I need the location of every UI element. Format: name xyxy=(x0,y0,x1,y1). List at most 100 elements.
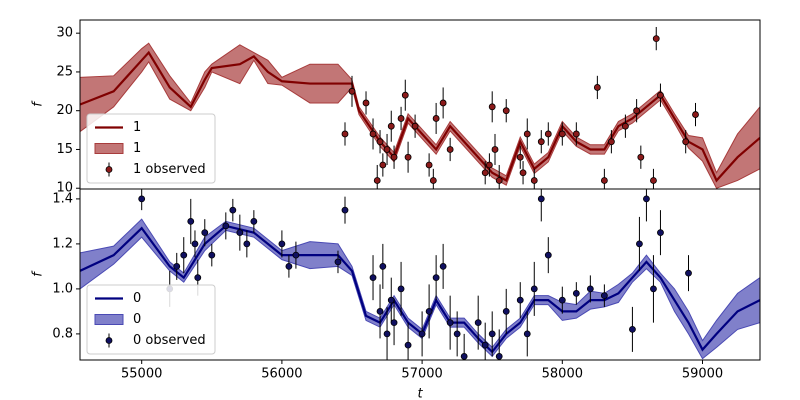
observed-point xyxy=(432,274,440,282)
observed-point xyxy=(404,341,412,349)
observed-point xyxy=(348,87,356,95)
x-axis-label: t xyxy=(417,387,423,400)
legend-box xyxy=(86,113,216,184)
observed-point xyxy=(537,195,545,203)
x-tick-label: 55000 xyxy=(121,367,162,382)
observed-point xyxy=(383,330,391,338)
observed-point xyxy=(191,240,199,248)
observed-point xyxy=(657,91,664,99)
observed-point xyxy=(530,177,538,184)
observed-point xyxy=(397,285,405,293)
observed-point xyxy=(523,130,531,138)
observed-point xyxy=(390,319,398,327)
observed-point xyxy=(418,330,426,338)
observed-point xyxy=(439,262,447,270)
observed-point xyxy=(180,251,188,259)
observed-point xyxy=(208,251,216,259)
x-tick-label: 59000 xyxy=(682,367,723,382)
observed-point xyxy=(236,229,244,237)
legend: 0 0 0 observed xyxy=(86,284,216,355)
observed-point xyxy=(636,240,643,248)
observed-point xyxy=(138,195,146,203)
observed-point xyxy=(278,240,286,248)
observed-point xyxy=(650,177,657,184)
observed-point xyxy=(411,122,419,130)
observed-point xyxy=(383,146,391,153)
observed-point xyxy=(607,138,615,146)
observed-point xyxy=(495,352,503,360)
observed-point xyxy=(387,122,395,130)
observed-point xyxy=(369,130,377,138)
observed-point xyxy=(334,258,342,266)
observed-point xyxy=(629,325,636,333)
observed-point xyxy=(544,130,552,138)
observed-point xyxy=(173,262,181,270)
observed-point xyxy=(446,146,454,153)
observed-point xyxy=(488,103,496,111)
legend-marker xyxy=(105,166,113,173)
observed-point xyxy=(600,292,608,300)
observed-point xyxy=(379,161,387,169)
observed-point xyxy=(652,35,660,43)
observed-point xyxy=(495,177,503,184)
observed-point xyxy=(362,99,370,107)
plot-area xyxy=(80,26,760,189)
observed-point xyxy=(460,352,468,360)
legend-label: 0 xyxy=(133,291,141,306)
confidence-band xyxy=(80,218,760,360)
y-tick-label: 20 xyxy=(56,103,73,118)
legend-label: 0 xyxy=(133,312,141,327)
observed-point xyxy=(439,99,447,107)
x-tick-label: 56000 xyxy=(261,367,302,382)
observed-point xyxy=(453,330,461,338)
y-tick-label: 25 xyxy=(56,64,73,79)
legend-label: 1 xyxy=(133,141,141,156)
observed-point xyxy=(397,115,405,122)
observed-point xyxy=(558,130,566,138)
observed-point xyxy=(637,153,645,161)
y-axis-label: f xyxy=(31,270,46,277)
legend-marker xyxy=(105,337,113,344)
observed-point xyxy=(201,229,209,237)
observed-point xyxy=(516,296,524,304)
observed-point xyxy=(432,115,440,122)
observed-point xyxy=(502,107,510,115)
y-tick-label: 10 xyxy=(56,181,73,196)
observed-point xyxy=(488,330,496,338)
y-tick-label: 0.8 xyxy=(52,326,73,341)
observed-point xyxy=(369,274,377,282)
observed-point xyxy=(586,285,594,293)
observed-point xyxy=(530,285,538,293)
observed-point xyxy=(387,296,395,304)
observed-point xyxy=(425,161,433,169)
y-tick-label: 1.0 xyxy=(52,281,73,296)
legend-patch xyxy=(94,143,124,154)
observed-point xyxy=(657,229,664,237)
legend-label: 1 observed xyxy=(133,162,206,177)
panel: 10 15 20 25 30 f 1 1 1 observed xyxy=(31,19,761,196)
observed-point xyxy=(250,217,258,225)
observed-point xyxy=(622,122,629,130)
observed-point xyxy=(600,177,608,184)
observed-point xyxy=(425,307,433,315)
observed-point xyxy=(519,169,527,177)
observed-point xyxy=(292,251,300,259)
axes-frame xyxy=(79,188,761,361)
observed-point xyxy=(429,177,437,184)
y-tick-label: 1.2 xyxy=(52,236,73,251)
y-tick-label: 1.4 xyxy=(52,191,73,206)
observed-point xyxy=(572,289,580,297)
y-tick-label: 15 xyxy=(56,142,73,157)
observed-point xyxy=(491,146,499,153)
observed-point xyxy=(650,285,657,293)
legend-label: 0 observed xyxy=(133,333,206,348)
y-axis-label: f xyxy=(31,100,46,107)
observed-point xyxy=(390,153,398,161)
x-tick-label: 57000 xyxy=(401,367,442,382)
observed-point xyxy=(685,269,692,277)
observed-point xyxy=(558,296,566,304)
observed-point xyxy=(446,319,454,327)
observed-point xyxy=(187,217,195,225)
x-tick-label: 58000 xyxy=(542,367,583,382)
observed-point xyxy=(481,341,489,349)
